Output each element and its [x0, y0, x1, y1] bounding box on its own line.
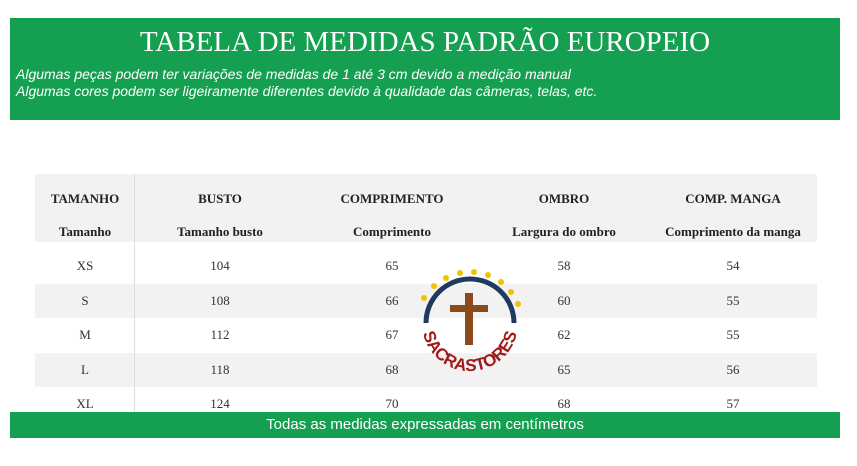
table-row: M 112 67 62 55	[35, 318, 817, 352]
subheader-row: Tamanho Tamanho busto Comprimento Largura d…	[35, 215, 817, 249]
logo-cross	[465, 293, 473, 345]
table-cell: XL	[76, 396, 94, 411]
table-cell: 57	[726, 396, 740, 411]
table-cell: 70	[385, 396, 399, 411]
column-divider	[134, 174, 135, 414]
header-bg	[35, 174, 817, 242]
table-cell: 54	[726, 258, 740, 273]
table-cell: 56	[726, 361, 740, 377]
table-cell: 67	[385, 327, 399, 342]
table-cell: S	[81, 292, 89, 308]
table-cell: XS	[76, 258, 94, 273]
logo: SACRASTORES	[419, 269, 521, 375]
column-header: OMBRO	[538, 191, 590, 206]
table-row: L 118 68 65 56	[35, 352, 817, 387]
note: Algumas cores podem ser ligeiramente dif…	[16, 83, 598, 99]
column-header: BUSTO	[198, 191, 242, 206]
table-cell: 118	[210, 361, 230, 377]
table-cell: 66	[385, 292, 399, 308]
header-row: TAMANHO BUSTO COMPRIMENTO OMBRO COMP. MANGA	[35, 182, 817, 216]
table-cell: 65	[557, 361, 571, 377]
table-cell: 104	[210, 258, 230, 273]
table-cell: 58	[557, 258, 571, 273]
column-header: COMPRIMENTO	[340, 191, 444, 206]
column-header: TAMANHO	[50, 191, 120, 206]
column-subheader: Largura do ombro	[512, 224, 616, 239]
table-cell: 124	[210, 396, 230, 411]
table-cell: L	[81, 361, 89, 377]
column-subheader: Tamanho	[58, 224, 112, 239]
column-header: COMP. MANGA	[685, 191, 781, 206]
table-cell: 60	[557, 292, 571, 308]
title: TABELA DE MEDIDAS PADRÃO EUROPEIO	[139, 26, 711, 58]
column-subheader: Comprimento da manga	[665, 224, 801, 239]
table-row: XS 104 65 58 54	[35, 249, 817, 283]
note: Algumas peças podem ter variações de med…	[16, 66, 571, 82]
logo-arc	[423, 276, 517, 324]
header-banner: TABELA DE MEDIDAS PADRÃO EUROPEIO Alguma…	[10, 18, 840, 120]
column-subheader: Comprimento	[353, 224, 431, 239]
logo-stars	[421, 269, 521, 307]
table-cell: 112	[210, 327, 230, 342]
table-cell: 68	[557, 396, 571, 411]
table-cell: 108	[210, 292, 230, 308]
table-cell: M	[79, 327, 91, 342]
footer: Todas as medidas expressadas em centímet…	[10, 412, 840, 438]
table-cell: 55	[726, 292, 740, 308]
table-cell: 68	[385, 361, 399, 377]
table-cell: 62	[557, 327, 571, 342]
logo-cross	[450, 305, 488, 312]
table-cell: 65	[385, 258, 399, 273]
column-subheader: Tamanho busto	[177, 224, 263, 239]
table-cell: 55	[726, 327, 740, 342]
